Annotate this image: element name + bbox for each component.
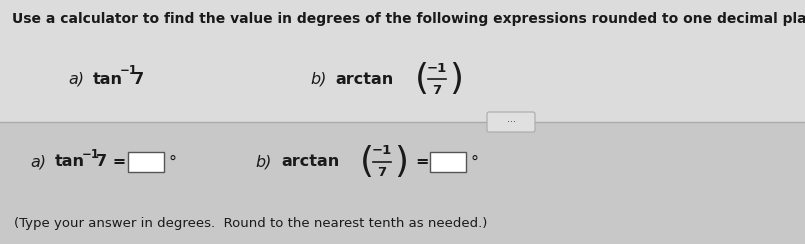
- Text: −1: −1: [120, 64, 138, 78]
- Text: (: (: [415, 62, 429, 96]
- Text: °: °: [168, 154, 176, 170]
- Text: (: (: [360, 145, 374, 179]
- Text: b): b): [310, 71, 326, 87]
- Text: −1: −1: [82, 148, 100, 161]
- Text: °: °: [470, 154, 478, 170]
- Text: ): ): [449, 62, 463, 96]
- Text: =: =: [415, 154, 428, 170]
- Text: 7: 7: [133, 71, 144, 87]
- Bar: [430, 152, 466, 172]
- Text: ···: ···: [506, 117, 515, 127]
- Text: 7 =: 7 =: [96, 154, 126, 170]
- Text: Use a calculator to find the value in degrees of the following expressions round: Use a calculator to find the value in de…: [12, 12, 805, 26]
- Text: (Type your answer in degrees.  Round to the nearest tenth as needed.): (Type your answer in degrees. Round to t…: [14, 217, 487, 230]
- Bar: [0, 0, 805, 122]
- Text: −1: −1: [372, 144, 392, 157]
- Text: a): a): [30, 154, 46, 170]
- Text: tan: tan: [55, 154, 85, 170]
- Text: arctan: arctan: [281, 154, 339, 170]
- Text: ): ): [394, 145, 408, 179]
- Text: b): b): [255, 154, 271, 170]
- Text: 7: 7: [378, 166, 386, 180]
- Text: 7: 7: [432, 83, 442, 96]
- Bar: [0, 122, 805, 244]
- FancyBboxPatch shape: [487, 112, 535, 132]
- Text: −1: −1: [427, 61, 447, 74]
- Text: arctan: arctan: [335, 71, 394, 87]
- Text: tan: tan: [93, 71, 123, 87]
- Bar: [128, 152, 164, 172]
- Text: a): a): [68, 71, 84, 87]
